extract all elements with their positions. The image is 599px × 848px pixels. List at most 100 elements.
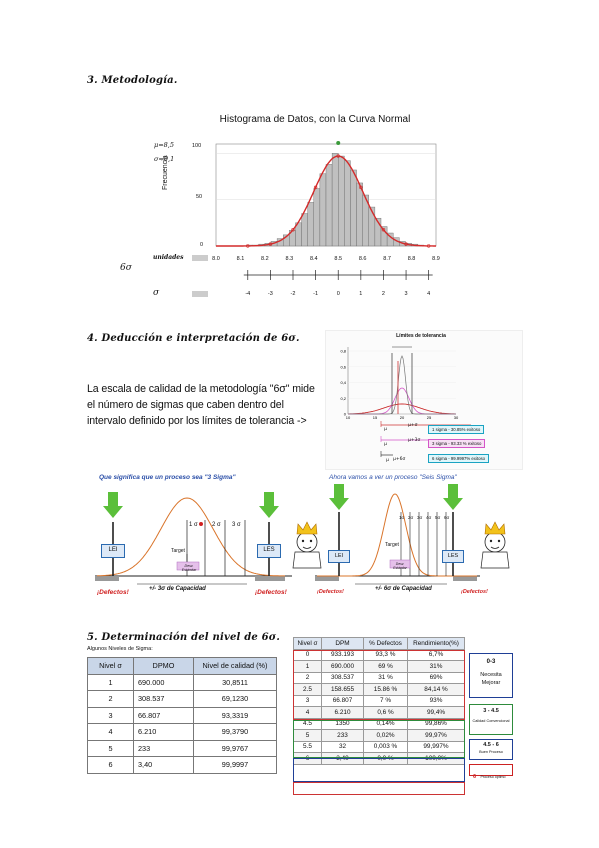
- lei-box: LEI: [101, 544, 125, 558]
- curve-marker: [359, 185, 363, 190]
- mean-marker: [336, 141, 341, 145]
- histogram-bar: [319, 173, 327, 247]
- down-arrow-icon: [443, 498, 463, 510]
- table-cell: 6.210: [133, 723, 194, 741]
- table-cell: 690.000: [133, 673, 194, 691]
- xtick-label: 8.9: [432, 256, 440, 262]
- curve-marker: [246, 244, 250, 248]
- table-cell: 0,02%: [363, 729, 408, 742]
- column-header: DPM: [321, 637, 364, 650]
- table-cell: 0,6 %: [363, 706, 408, 719]
- xtick-label: 10: [346, 415, 351, 420]
- xtick-label: 20: [400, 415, 405, 420]
- down-arrow-icon: [103, 506, 123, 518]
- xtick-label: 8.5: [334, 256, 343, 262]
- ytick-label: 0,4: [340, 380, 346, 385]
- table-cell: 99,3790: [193, 723, 277, 741]
- mouth: [490, 546, 500, 549]
- curve-marker: [426, 244, 431, 248]
- eye: [489, 539, 493, 543]
- table-cell: 3: [87, 706, 134, 724]
- three-sigma-title: Que significa que un proceso sea "3 Sigm…: [99, 474, 236, 481]
- six-sigma-panel: Ahora vamos a ver un proceso "Seis Sigma…: [315, 472, 525, 604]
- xtick-label: 8.2: [261, 256, 269, 262]
- target-dot: [199, 522, 203, 526]
- range-label: Calidad Convencional: [472, 719, 510, 723]
- ytick-label: 0: [344, 412, 347, 417]
- king-icon: [292, 521, 322, 569]
- table-row: 1 690.000 69 % 31%: [293, 660, 465, 673]
- mu-label: μ=8,5: [154, 141, 175, 149]
- tolerance-title: Límites de tolerancia: [396, 333, 446, 339]
- tolerance-chart: Límites de tolerancia 0,8 0,6 0,4 0,2 0 10 15 2…: [325, 330, 523, 470]
- sigma-tick-label: 0: [336, 291, 340, 297]
- column-header: Nivel σ: [293, 637, 322, 650]
- table-cell: 30,8511: [193, 673, 277, 691]
- table-cell: 93%: [407, 694, 465, 707]
- table-cell: 99,9997: [193, 756, 277, 774]
- paragraph-line: intervalo definido por los límites de to…: [87, 415, 307, 427]
- table-cell: 5: [293, 729, 322, 742]
- table-row: 2.5 158.655 15.86 % 84,14 %: [293, 683, 465, 696]
- table-cell: 99,97%: [407, 729, 465, 742]
- down-arrow-icon: [448, 484, 458, 498]
- eye: [497, 539, 501, 543]
- curve-marker: [381, 228, 386, 232]
- std-dev-box: [176, 561, 200, 571]
- eye: [301, 539, 305, 543]
- crown: [296, 521, 318, 535]
- table-cell: 308.537: [133, 690, 194, 708]
- group-outline-blue: [293, 758, 465, 782]
- table-cell: 690.000: [321, 660, 364, 673]
- sigma-division-label: 6σ: [444, 515, 450, 520]
- section-4-paragraph: La escala de calidad de la metodología "…: [87, 381, 315, 429]
- histogram-bar: [331, 153, 339, 247]
- table-caption: Algunos Niveles de Sigma:: [87, 646, 153, 652]
- table-row: 5 233 99,9767: [87, 739, 277, 757]
- table-cell: 31 %: [363, 671, 408, 684]
- three-sigma-panel: Que significa que un proceso sea "3 Sigm…: [87, 472, 327, 604]
- sigma-tick-label: -1: [313, 291, 319, 297]
- les-box: LES: [442, 550, 464, 563]
- xtick-label: 30: [454, 415, 459, 420]
- two-sigma-label: 2 σ: [212, 522, 221, 528]
- group-outline-green: [293, 720, 465, 758]
- sigma-tick-label: 3: [404, 291, 408, 297]
- arrow-right-icon: [192, 255, 208, 261]
- sigma-division-label: 4σ: [426, 515, 432, 520]
- table-cell: 93,3319: [193, 706, 277, 724]
- defects-left: ¡Defectos!: [97, 589, 129, 596]
- column-header: DPMO: [133, 657, 194, 675]
- table-cell: 4: [87, 723, 134, 741]
- table-row: 5 233 0,02% 99,97%: [293, 729, 465, 742]
- tolerance-plot: 0,8 0,6 0,4 0,2 010 15 20 25 30: [340, 346, 471, 457]
- curve-marker: [336, 154, 340, 158]
- xtick-label: 8.7: [383, 256, 391, 262]
- xtick-label: 8.1: [236, 256, 245, 262]
- range-value: 4.5 - 6: [483, 742, 499, 748]
- column-header: Nivel σ: [87, 657, 134, 675]
- legend-1-sigma: 1 sigma - 30.85% exitoso: [428, 425, 485, 434]
- table-row: 2 308.537 31 % 69%: [293, 671, 465, 684]
- legend-6-sigma: 6 sigma - 99.9997% exitoso: [428, 454, 490, 463]
- units-label: unidades: [153, 254, 184, 261]
- three-sigma-label: 3 σ: [232, 522, 241, 528]
- table-cell: 69 %: [363, 660, 408, 673]
- range-box-3-45: 3 - 4.5 Calidad Convencional: [469, 704, 513, 735]
- table-row: 0 933.193 93,3 % 6,7%: [293, 648, 465, 661]
- sigma-division-label: 2σ: [408, 515, 414, 520]
- histogram-bar: [307, 202, 314, 247]
- table-row: 6 3,40 99,9997: [87, 756, 277, 774]
- curve-marker: [313, 185, 318, 190]
- ytick-label: 0,6: [340, 364, 346, 369]
- histogram-bar: [368, 206, 376, 247]
- sigma-tick-label: -3: [267, 291, 273, 297]
- marker-mu-3: μ: [386, 458, 389, 463]
- face: [296, 531, 318, 553]
- xtick-label: 8.3: [285, 256, 294, 262]
- histogram-bar: [344, 160, 351, 247]
- sigma-axis-label: σ: [153, 288, 160, 298]
- body: [292, 551, 322, 569]
- range-value: 6: [473, 774, 477, 780]
